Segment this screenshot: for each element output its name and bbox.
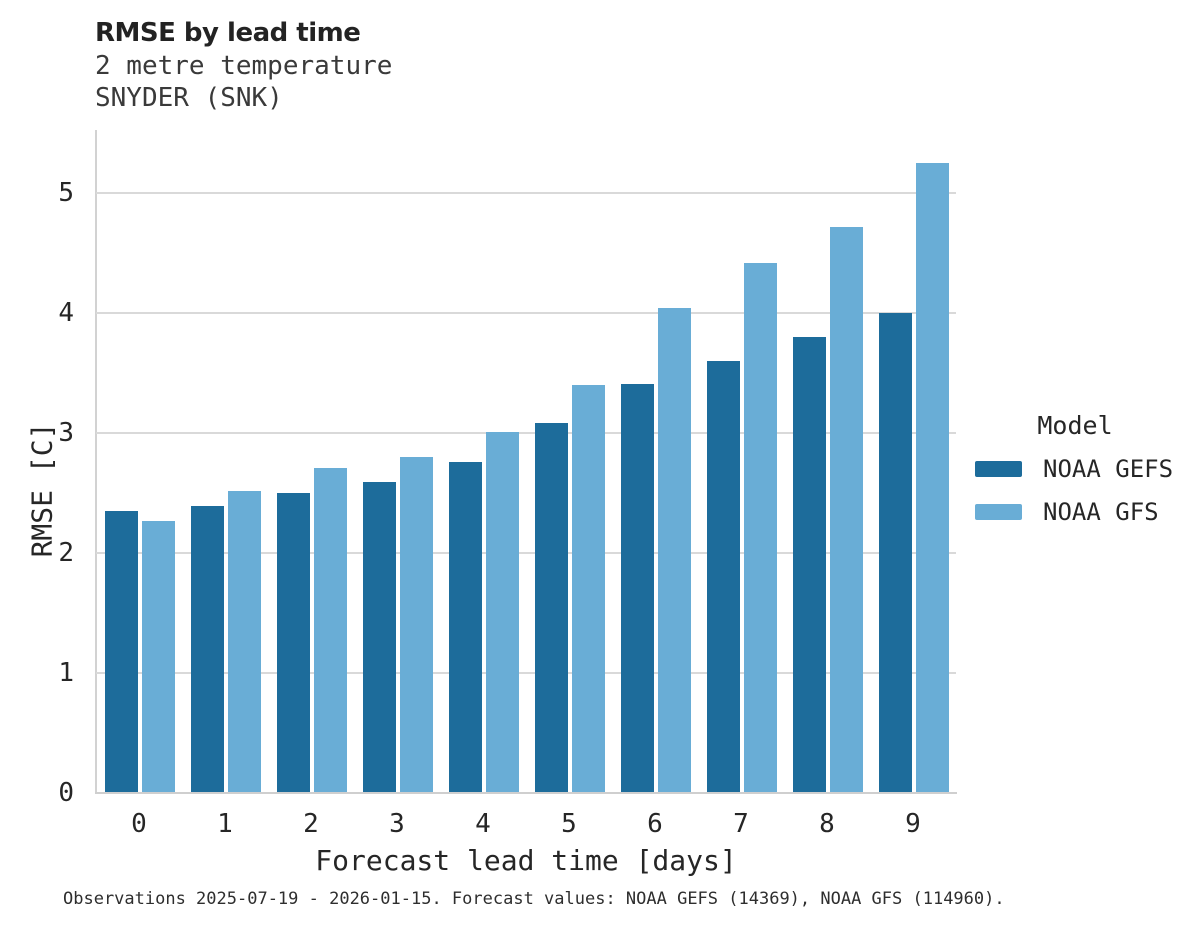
legend-label-gfs: NOAA GFS (1043, 498, 1159, 526)
bar-noaa-gefs (878, 313, 912, 793)
legend: Model NOAA GEFS NOAA GFS (975, 412, 1185, 526)
y-tick-label: 0 (58, 778, 74, 808)
legend-item-gfs: NOAA GFS (975, 498, 1185, 526)
x-tick-label: 6 (647, 809, 663, 839)
x-tick-label: 7 (733, 809, 749, 839)
legend-title: Model (1037, 411, 1113, 440)
legend-swatch-gefs (975, 461, 1022, 477)
bar-noaa-gefs (362, 482, 396, 793)
y-tick-label: 3 (58, 418, 74, 448)
y-axis-label: RMSE [C] (25, 422, 59, 558)
bar-noaa-gefs (620, 384, 654, 793)
x-tick-label: 5 (561, 809, 577, 839)
x-tick-label: 2 (303, 809, 319, 839)
chart-subtitle-variable: 2 metre temperature (95, 51, 393, 81)
chart-subtitle-station: SNYDER (SNK) (95, 83, 283, 113)
bar-noaa-gefs (190, 506, 224, 793)
gridline (96, 552, 956, 554)
footnote-caption: Observations 2025-07-19 - 2026-01-15. Fo… (63, 889, 1005, 909)
x-axis-label: Forecast lead time [days] (315, 844, 737, 877)
bar-noaa-gefs (792, 337, 826, 793)
bar-noaa-gfs (141, 521, 175, 793)
bar-noaa-gefs (706, 361, 740, 793)
legend-swatch-gfs (975, 504, 1022, 520)
legend-item-gefs: NOAA GEFS (975, 455, 1185, 483)
y-tick-label: 4 (58, 298, 74, 328)
gridline (96, 672, 956, 674)
x-tick-label: 8 (819, 809, 835, 839)
bar-noaa-gfs (915, 163, 949, 793)
gridline (96, 192, 956, 194)
y-tick-label: 1 (58, 658, 74, 688)
bar-noaa-gfs (657, 308, 691, 793)
bar-noaa-gfs (399, 457, 433, 793)
bar-noaa-gfs (485, 432, 519, 793)
bar-noaa-gefs (276, 493, 310, 793)
x-axis-line (95, 792, 957, 794)
x-tick-label: 1 (217, 809, 233, 839)
gridline (96, 312, 956, 314)
bar-noaa-gefs (534, 423, 568, 793)
bar-noaa-gfs (571, 385, 605, 793)
legend-label-gefs: NOAA GEFS (1043, 455, 1174, 483)
bar-noaa-gefs (104, 511, 138, 793)
x-tick-label: 0 (131, 809, 147, 839)
bar-noaa-gfs (313, 468, 347, 793)
bar-noaa-gfs (829, 227, 863, 793)
y-tick-label: 2 (58, 538, 74, 568)
gridline (96, 432, 956, 434)
bar-noaa-gfs (743, 263, 777, 793)
x-tick-label: 4 (475, 809, 491, 839)
y-tick-label: 5 (58, 178, 74, 208)
x-tick-label: 9 (905, 809, 921, 839)
chart-title: RMSE by lead time (95, 18, 361, 48)
bar-noaa-gefs (448, 462, 482, 793)
y-axis-line (95, 130, 97, 794)
bar-noaa-gfs (227, 491, 261, 793)
x-tick-label: 3 (389, 809, 405, 839)
